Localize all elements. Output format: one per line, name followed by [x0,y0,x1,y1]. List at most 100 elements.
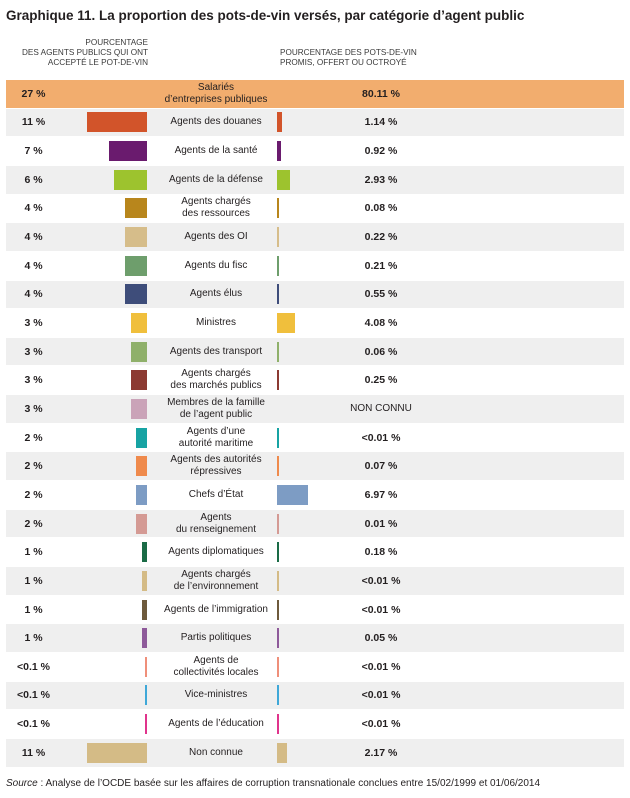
left-value-label: 1 % [24,603,43,616]
chart-row: 1 % Agents chargés de l’environnement <0.01… [6,567,624,595]
category-label: Agents de la défense [151,174,281,186]
right-value-label: 0.01 % [364,517,398,530]
right-value-label: 6.97 % [364,488,398,501]
category-label-line: Agents de la santé [174,145,258,157]
source-text: : Analyse de l’OCDE basée sur les affair… [37,778,541,789]
left-value-label: 4 % [24,231,43,244]
category-label-line: de l’environnement [173,580,259,592]
left-bar [130,370,147,391]
right-bar [277,341,279,362]
right-value-label: 0.05 % [364,632,398,645]
category-label-line: des ressources [182,208,250,220]
left-value-label: 7 % [24,145,43,158]
left-value-label: 1 % [24,546,43,559]
category-label: Chefs d’État [151,489,281,501]
category-label: Agents d’une autorité maritime [151,426,281,450]
left-value-label: 11 % [21,746,46,759]
category-label-line: Agents des douanes [170,116,262,128]
right-header-line: PROMIS, OFFERT OU OCTROYÉ [280,58,407,67]
right-value-label: <0.01 % [361,574,401,587]
category-label: Agents chargés de l’environnement [151,569,281,593]
category-label: Partis politiques [151,632,281,644]
left-value-label: 1 % [24,632,43,645]
chart-row: 4 % Agents chargés des ressources 0.08 % [6,195,624,223]
left-bar [141,542,147,563]
right-bar [277,542,279,563]
category-label: Agents du renseignement [151,512,281,536]
chart-row: 3 % Agents des transport 0.06 % [6,337,624,366]
left-value-label: <0.1 % [17,718,50,731]
category-label-line: Ministres [195,317,236,328]
category-label-line: Agents des autorités [170,454,262,466]
category-label: Agents diplomatiques [151,546,281,558]
left-bar [141,599,147,620]
right-bar [277,141,282,162]
chart-row: <0.1 % Vice-ministres <0.01 % [6,681,624,710]
category-label-line: Agents [200,511,232,523]
category-label: Agents des transport [151,346,281,358]
left-value-label: 4 % [24,288,43,301]
category-label-line: de l’agent public [179,408,253,420]
chart-row: <0.1 % Agents de l’éducation <0.01 % [6,710,624,738]
left-bar [130,341,147,362]
category-label-line: Agents des transport [169,345,263,357]
category-label: Agents élus [151,288,281,300]
source-note: Source : Analyse de l’OCDE basée sur les… [6,778,540,789]
chart-row: 1 % Agents diplomatiques 0.18 % [6,538,624,566]
left-bar [130,313,147,333]
left-value-label: 2 % [24,517,43,530]
category-label: Agents du fisc [151,260,281,272]
category-label-line: Vice-ministres [184,689,248,701]
left-value-label: 2 % [24,460,43,473]
category-label-line: Agents chargés [181,568,251,580]
right-bar [277,227,279,248]
left-value-label: 2 % [24,431,43,444]
category-label-line: Agents diplomatiques [168,546,264,558]
right-value-label: 80.11 % [362,87,400,100]
right-bar [277,714,279,735]
chart-row: 2 % Agents d’une autorité maritime <0.01 % [6,424,624,452]
left-value-label: 11 % [21,116,46,129]
left-bar [114,169,147,190]
right-bar [277,284,280,305]
category-label: Agents des autorités répressives [151,454,281,478]
chart-row: 11 % Agents des douanes 1.14 % [6,108,624,137]
category-label-line: répressives [190,466,242,478]
chart-row: 1 % Partis politiques 0.05 % [6,624,624,652]
right-bar [277,685,279,706]
right-value-label: <0.01 % [361,660,401,673]
right-value-label: 2.17 % [364,746,398,759]
right-bar [277,427,279,448]
category-label-line: collectivités locales [173,666,259,678]
right-bar [277,198,279,219]
right-value-label: 0.92 % [364,145,398,158]
right-value-label: 0.08 % [364,202,398,215]
right-value-label: <0.01 % [361,689,401,702]
chart-row: 6 % Agents de la défense 2.93 % [6,165,624,194]
right-value-label: <0.01 % [361,718,401,731]
left-bar [141,628,147,649]
category-label-line: Agents chargés [181,196,251,208]
left-bar [136,513,147,534]
category-label-line: Salariés [197,81,235,93]
category-label-line: autorité maritime [178,437,254,449]
category-label: Agents de l’éducation [151,718,281,730]
left-bar [130,398,147,419]
left-bar [108,141,147,162]
right-header-line: POURCENTAGE DES POTS-DE-VIN [280,48,417,57]
chart-row: 3 % Ministres 4.08 % [6,309,624,337]
right-value-label: 0.18 % [364,546,398,559]
right-value-label: 0.55 % [364,288,398,301]
category-label-line: Agents chargés [181,368,251,380]
left-bar [87,742,147,763]
right-bar [277,169,290,190]
chart-row: 2 % Agents des autorités répressives 0.07 % [6,452,624,481]
left-value-label: <0.1 % [17,689,50,702]
right-value-label: 1.14 % [364,116,398,129]
right-value-label: 0.25 % [364,374,398,387]
category-label-line: des marchés publics [170,380,262,392]
left-header-line: ACCEPTÉ LE POT-DE-VIN [47,58,148,67]
right-bar [277,112,283,133]
chart-row: <0.1 % Agents de collectivités locales <0.0… [6,653,624,681]
category-label: Non connue [151,747,281,759]
